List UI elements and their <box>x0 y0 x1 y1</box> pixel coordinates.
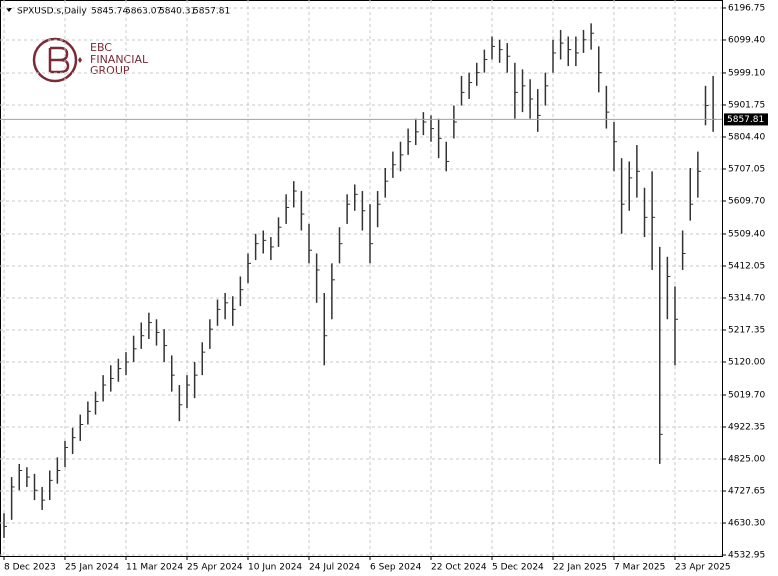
y-tick-label: 5019.70 <box>728 390 765 400</box>
symbol: SPXUSD.s,Daily <box>17 7 87 17</box>
logo-text: EBC <box>90 41 112 54</box>
header-value: 5863.07 <box>125 7 162 17</box>
x-tick-label: 7 Mar 2025 <box>614 563 665 573</box>
x-tick-label: 25 Jan 2024 <box>65 563 119 573</box>
logo-text: GROUP <box>90 64 130 77</box>
last-price-box <box>724 113 768 126</box>
y-tick-label: 4825.00 <box>728 455 765 465</box>
x-tick-label: 5 Dec 2024 <box>492 563 544 573</box>
y-tick-label: 5901.75 <box>728 100 765 110</box>
x-tick-label: 22 Jan 2025 <box>553 563 607 573</box>
y-tick-label: 6196.75 <box>728 3 765 13</box>
last-price-label: 5857.81 <box>727 115 764 125</box>
plot-frame <box>0 0 723 557</box>
x-tick-label: 11 Mar 2024 <box>126 563 183 573</box>
x-tick-label: 6 Sep 2024 <box>370 563 422 573</box>
logo: EBC FINANCIAL GROUP <box>32 37 149 83</box>
logo-star <box>78 57 82 63</box>
y-tick-label: 5707.05 <box>728 164 765 174</box>
y-tick-label: 5804.40 <box>728 132 765 142</box>
y-tick-label: 5999.10 <box>728 68 765 78</box>
logo-text: FINANCIAL <box>90 53 149 66</box>
y-tick-label: 4630.30 <box>728 519 765 529</box>
header-arrow <box>6 8 12 12</box>
y-tick-label: 5314.70 <box>728 293 765 303</box>
grid <box>0 0 722 556</box>
y-tick-label: 5509.40 <box>728 229 765 239</box>
y-tick-label: 5120.00 <box>728 358 765 368</box>
y-tick-label: 4922.35 <box>728 422 765 432</box>
x-tick-label: 8 Dec 2023 <box>4 563 56 573</box>
header-value: 5845.74 <box>91 7 128 17</box>
x-tick-label: 10 Jun 2024 <box>248 563 302 573</box>
header-value: 5857.81 <box>193 7 230 17</box>
header: SPXUSD.s,Daily 5845.74 5863.07 5840.31 5… <box>6 7 230 17</box>
x-tick-label: 22 Oct 2024 <box>431 563 487 573</box>
y-tick-label: 6099.40 <box>728 35 765 45</box>
y-tick-label: 4727.65 <box>728 487 765 497</box>
y-tick-label: 5412.05 <box>728 261 765 271</box>
x-tick-label: 23 Apr 2025 <box>675 563 731 573</box>
x-tick-label: 24 Jul 2024 <box>309 563 360 573</box>
header-value: 5840.31 <box>159 7 196 17</box>
logo-mark <box>48 46 70 74</box>
y-tick-label: 5217.35 <box>728 325 765 335</box>
y-tick-label: 5609.70 <box>728 196 765 206</box>
x-tick-label: 25 Apr 2024 <box>187 563 243 573</box>
logo-ring <box>32 37 78 83</box>
y-tick-label: 4532.95 <box>728 551 765 561</box>
